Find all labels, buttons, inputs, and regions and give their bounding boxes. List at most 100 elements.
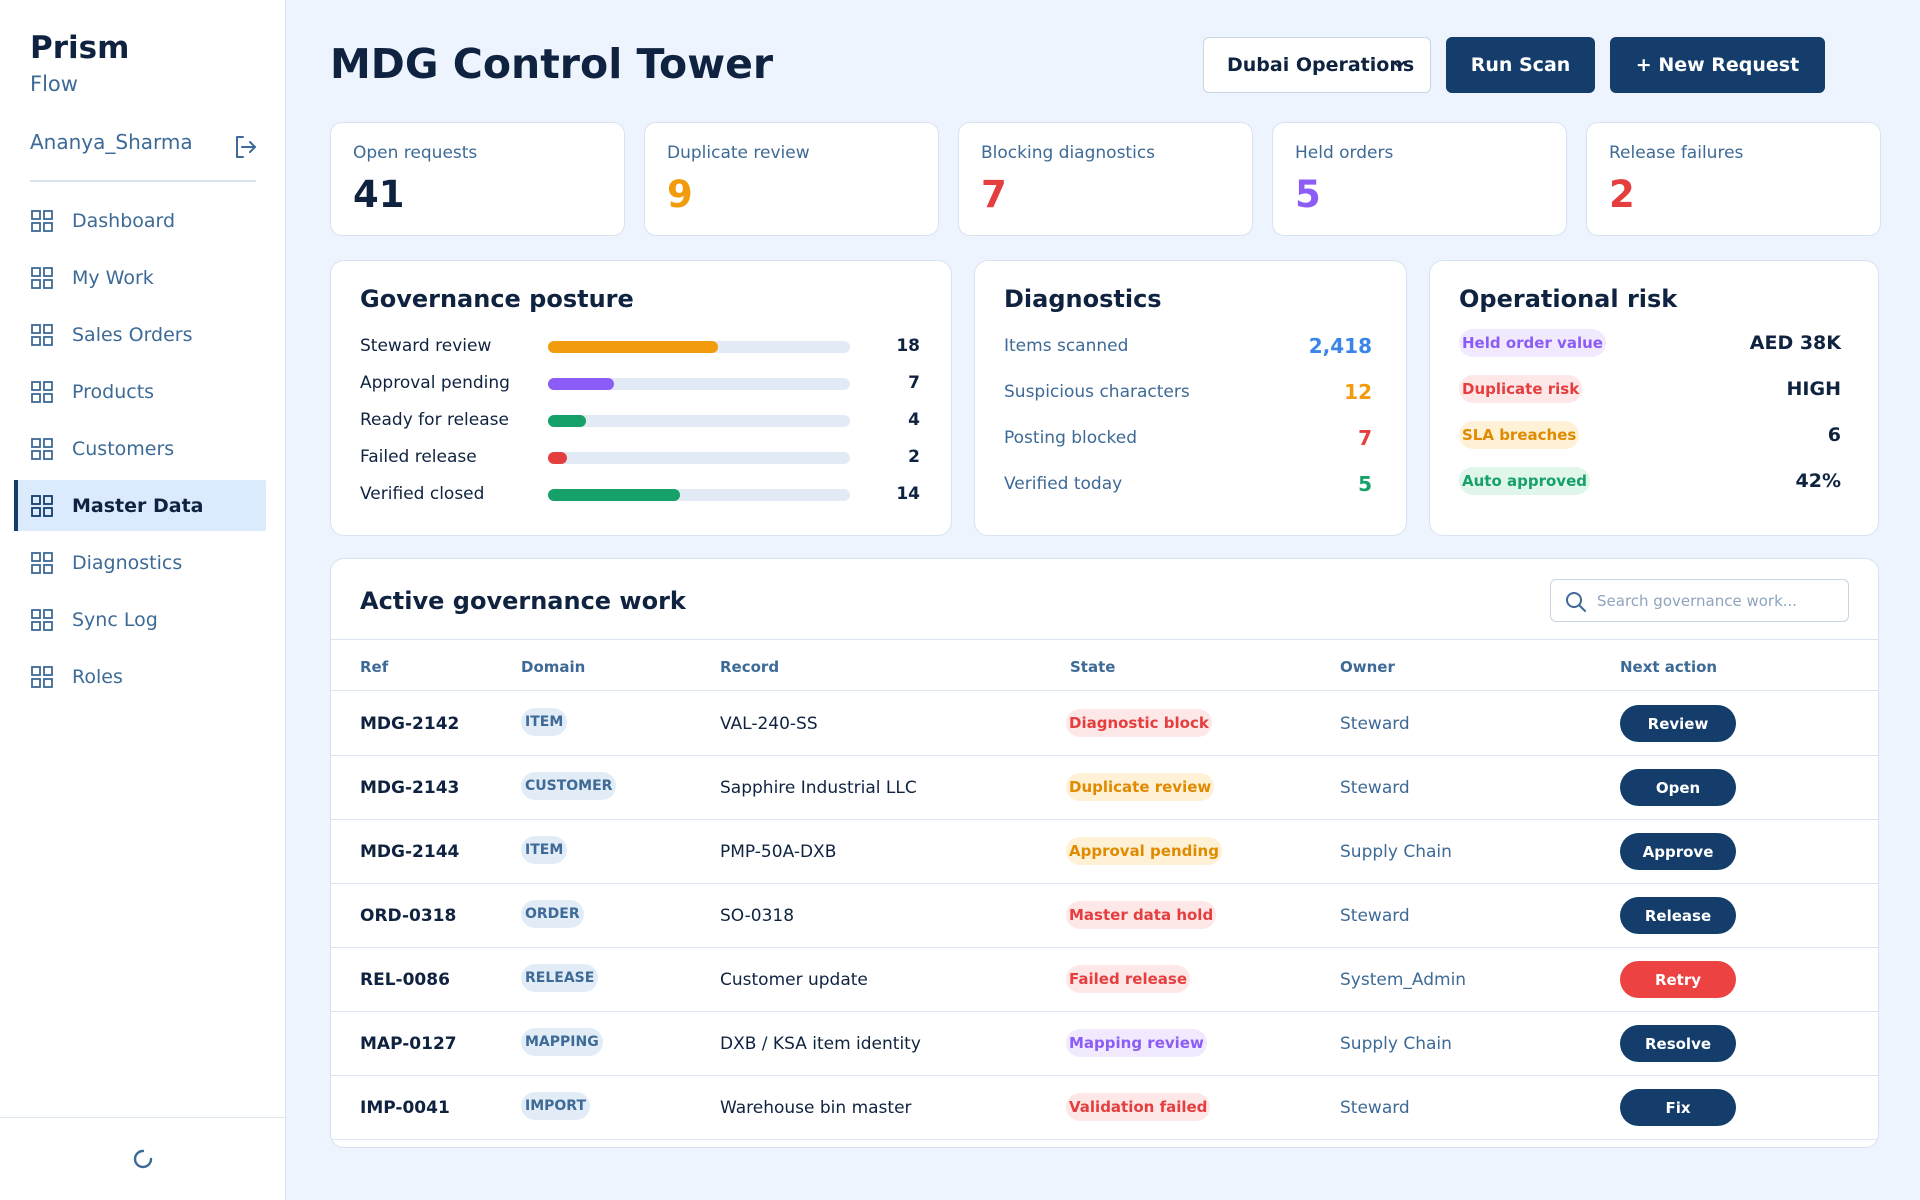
risk-badge: Auto approved — [1459, 467, 1590, 495]
search-icon — [1566, 592, 1586, 612]
progress-track — [548, 341, 850, 353]
risk-row: Held order value AED 38K — [1459, 329, 1841, 357]
page-title: MDG Control Tower — [330, 40, 774, 88]
kpi-label: Held orders — [1295, 143, 1394, 163]
sidebar-nav: Dashboard My Work Sales Orders Products Cust… — [14, 195, 266, 708]
grid-icon — [31, 608, 53, 631]
domain-badge: ORDER — [521, 900, 584, 928]
diagnostics-value: 2,418 — [1308, 334, 1372, 358]
action-button[interactable]: Review — [1620, 705, 1736, 742]
search-input[interactable] — [1597, 580, 1842, 621]
sidebar-item-products[interactable]: Products — [14, 366, 266, 417]
kpi-card: Duplicate review 9 — [644, 122, 939, 236]
ref-cell: MDG-2144 — [360, 842, 460, 862]
risk-badge: Held order value — [1459, 329, 1606, 357]
kpi-label: Blocking diagnostics — [981, 143, 1156, 163]
state-badge: Diagnostic block — [1066, 709, 1212, 737]
sidebar-item-label: Roles — [72, 665, 123, 688]
progress-fill — [548, 378, 615, 390]
risk-value: AED 38K — [1749, 332, 1841, 354]
table-row: REL-0086 RELEASE Customer update Failed rel… — [331, 948, 1878, 1012]
work-title: Active governance work — [360, 587, 686, 615]
column-header: State — [1070, 658, 1116, 676]
logout-icon[interactable] — [232, 134, 258, 160]
ref-cell: REL-0086 — [360, 970, 450, 990]
record-cell: Customer update — [720, 970, 868, 990]
new-request-button[interactable]: + New Request — [1610, 37, 1825, 93]
sidebar-item-dashboard[interactable]: Dashboard — [14, 195, 266, 246]
owner-cell: Steward — [1340, 714, 1410, 734]
record-cell: PMP-50A-DXB — [720, 842, 837, 862]
state-badge: Duplicate review — [1066, 773, 1215, 801]
ref-cell: MDG-2142 — [360, 714, 460, 734]
record-cell: SO-0318 — [720, 906, 795, 926]
sidebar-footer — [0, 1117, 286, 1200]
table-row: ORD-0318 ORDER SO-0318 Master data hold Stew… — [331, 884, 1878, 948]
risk-value: 42% — [1795, 470, 1841, 492]
state-badge: Mapping review — [1066, 1029, 1207, 1057]
diagnostics-label: Suspicious characters — [1004, 382, 1190, 402]
governance-count: 2 — [908, 447, 920, 467]
domain-badge: IMPORT — [521, 1092, 591, 1120]
sidebar-item-master-data[interactable]: Master Data — [14, 480, 266, 531]
governance-count: 7 — [908, 373, 920, 393]
column-header: Owner — [1340, 658, 1395, 676]
diagnostics-row: Items scanned 2,418 — [1004, 334, 1372, 360]
ref-cell: IMP-0041 — [360, 1098, 450, 1118]
diagnostics-row: Suspicious characters 12 — [1004, 380, 1372, 406]
sidebar-item-my-work[interactable]: My Work — [14, 252, 266, 303]
column-header: Ref — [360, 658, 389, 676]
sidebar-item-roles[interactable]: Roles — [14, 651, 266, 702]
kpi-value: 5 — [1295, 173, 1321, 216]
governance-row: Ready for release 4 — [360, 410, 920, 432]
kpi-card: Blocking diagnostics 7 — [958, 122, 1253, 236]
grid-icon — [31, 209, 53, 232]
progress-track — [548, 378, 850, 390]
ref-cell: ORD-0318 — [360, 906, 457, 926]
site-select[interactable]: Dubai Operations — [1203, 37, 1431, 93]
sidebar-item-sync-log[interactable]: Sync Log — [14, 594, 266, 645]
action-button[interactable]: Resolve — [1620, 1025, 1736, 1062]
owner-cell: Steward — [1340, 906, 1410, 926]
sidebar-item-label: My Work — [72, 266, 154, 289]
owner-cell: Steward — [1340, 1098, 1410, 1118]
record-cell: DXB / KSA item identity — [720, 1034, 921, 1054]
action-button[interactable]: Open — [1620, 769, 1736, 806]
diagnostics-row: Verified today 5 — [1004, 472, 1372, 498]
table-row: MDG-2143 CUSTOMER Sapphire Industrial LLC D… — [331, 756, 1878, 820]
risk-row: Duplicate risk HIGH — [1459, 375, 1841, 403]
risk-badge: Duplicate risk — [1459, 375, 1583, 403]
governance-row: Approval pending 7 — [360, 373, 920, 395]
run-scan-button[interactable]: Run Scan — [1446, 37, 1595, 93]
sidebar-item-sales-orders[interactable]: Sales Orders — [14, 309, 266, 360]
kpi-value: 9 — [667, 173, 693, 216]
governance-row: Failed release 2 — [360, 447, 920, 469]
diagnostics-label: Verified today — [1004, 474, 1123, 494]
action-button[interactable]: Release — [1620, 897, 1736, 934]
sidebar-item-label: Products — [72, 380, 155, 403]
kpi-card: Release failures 2 — [1586, 122, 1881, 236]
governance-label: Verified closed — [360, 484, 485, 504]
column-header: Next action — [1620, 658, 1718, 676]
table-row: IMP-0041 IMPORT Warehouse bin master Valida… — [331, 1076, 1878, 1140]
action-button[interactable]: Approve — [1620, 833, 1736, 870]
sidebar-item-customers[interactable]: Customers — [14, 423, 266, 474]
governance-count: 14 — [896, 484, 920, 504]
sidebar-item-label: Sync Log — [72, 608, 158, 631]
state-badge: Approval pending — [1066, 837, 1222, 865]
action-button[interactable]: Retry — [1620, 961, 1736, 998]
grid-icon — [31, 665, 53, 688]
grid-icon — [31, 494, 53, 517]
loading-spinner-icon — [133, 1149, 153, 1169]
progress-fill — [548, 452, 567, 464]
governance-posture-panel: Governance posture Steward review 18 Appro… — [330, 260, 952, 536]
grid-icon — [31, 551, 53, 574]
ref-cell: MAP-0127 — [360, 1034, 457, 1054]
sidebar-item-label: Dashboard — [72, 209, 176, 232]
diagnostics-label: Items scanned — [1004, 336, 1129, 356]
progress-track — [548, 452, 850, 464]
action-button[interactable]: Fix — [1620, 1089, 1736, 1126]
table-row: MDG-2144 ITEM PMP-50A-DXB Approval pending S… — [331, 820, 1878, 884]
sidebar-item-diagnostics[interactable]: Diagnostics — [14, 537, 266, 588]
column-header: Domain — [521, 658, 586, 676]
